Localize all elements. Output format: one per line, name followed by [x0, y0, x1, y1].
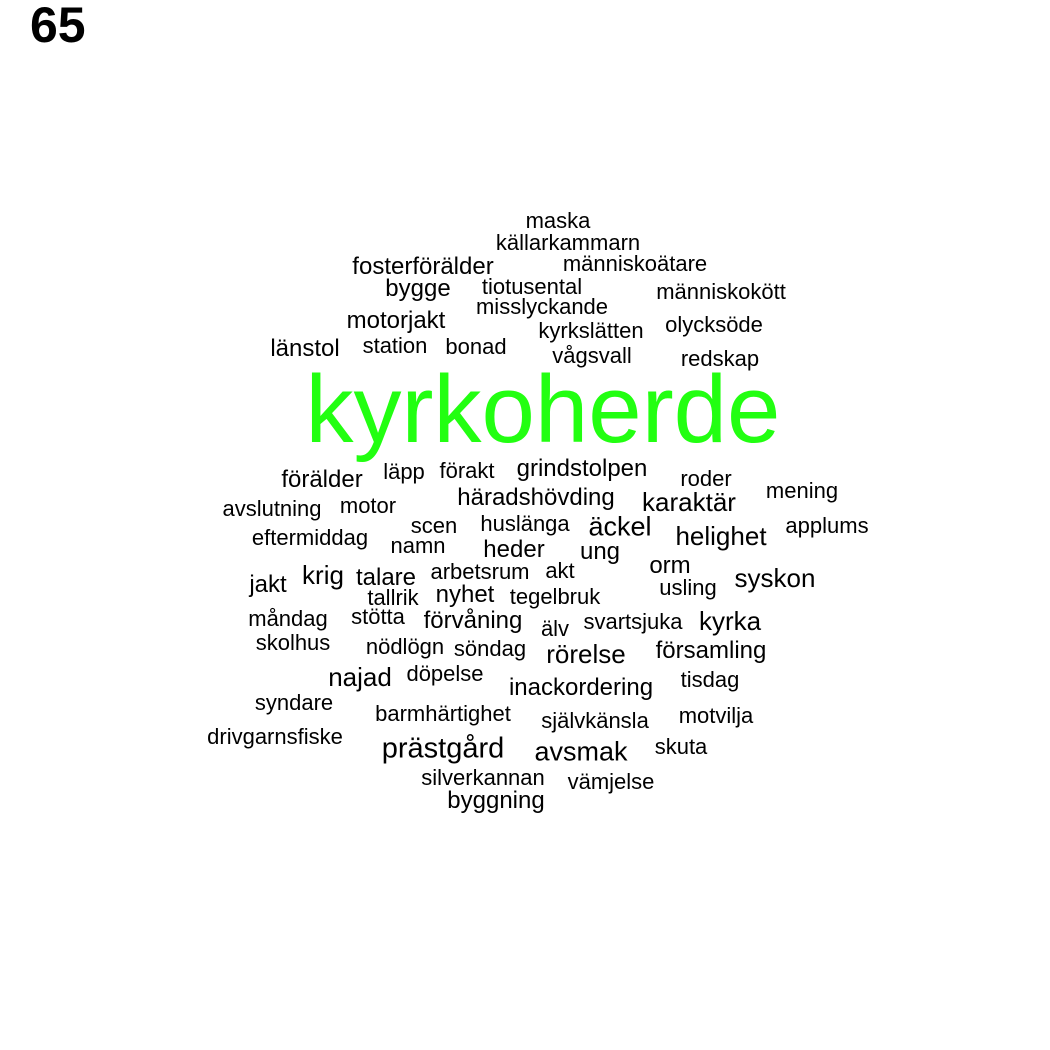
- cloud-word: usling: [659, 575, 717, 600]
- cloud-word: heder: [483, 536, 545, 563]
- cloud-word: människokött: [656, 279, 786, 304]
- cloud-word: döpelse: [406, 661, 484, 686]
- cloud-word: förvåning: [423, 607, 523, 634]
- cloud-word: talare: [355, 564, 417, 591]
- cloud-word: olycksöde: [665, 312, 763, 337]
- cloud-word: häradshövding: [457, 484, 615, 511]
- cloud-word: prästgård: [381, 732, 505, 765]
- cloud-word: stötta: [351, 604, 405, 629]
- cloud-word: huslänga: [480, 511, 570, 536]
- cloud-word: vämjelse: [567, 769, 655, 794]
- cloud-word: helighet: [675, 521, 767, 551]
- cloud-word: scen: [410, 513, 458, 538]
- cloud-word: grindstolpen: [516, 455, 648, 482]
- cloud-word: akt: [545, 558, 575, 583]
- cloud-word: tiotusental: [481, 274, 583, 299]
- cloud-word: barmhärtighet: [375, 701, 511, 726]
- cloud-word: ung: [579, 538, 621, 565]
- cloud-word: motor: [339, 493, 397, 518]
- cloud-word: länstol: [270, 335, 340, 362]
- cloud-word: roder: [680, 466, 732, 491]
- cloud-word: skuta: [654, 734, 708, 759]
- cloud-word: avslutning: [222, 496, 322, 521]
- cloud-word: syndare: [254, 690, 334, 715]
- cloud-word: karaktär: [642, 487, 736, 517]
- cloud-word: rörelse: [546, 639, 626, 669]
- cloud-word: redskap: [680, 346, 760, 371]
- cloud-word: bonad: [445, 334, 507, 359]
- page-number: 65: [30, 0, 86, 53]
- cloud-word: jakt: [249, 571, 287, 598]
- cloud-word: tallrik: [367, 585, 419, 610]
- cloud-word: namn: [390, 533, 446, 558]
- cloud-word: älv: [540, 616, 570, 641]
- cloud-word: källarkammarn: [495, 230, 641, 255]
- cloud-word: fosterförälder: [352, 253, 494, 280]
- cloud-word: kyrka: [698, 606, 762, 636]
- cloud-word: söndag: [453, 636, 527, 661]
- cloud-word: syskon: [734, 563, 816, 593]
- cloud-word: orm: [649, 552, 691, 579]
- cloud-word: förakt: [439, 458, 495, 483]
- cloud-word: läpp: [383, 459, 425, 484]
- cloud-word: måndag: [248, 606, 328, 631]
- cloud-word: maska: [525, 208, 591, 233]
- cloud-word: skolhus: [255, 630, 331, 655]
- cloud-word: misslyckande: [475, 294, 609, 319]
- cloud-word: nödlögn: [365, 634, 445, 659]
- cloud-word: inackordering: [508, 674, 654, 701]
- cloud-word: svartsjuka: [583, 609, 683, 634]
- cloud-word: krig: [302, 560, 344, 590]
- cloud-word: vågsvall: [552, 343, 632, 368]
- cloud-word: station: [362, 333, 428, 358]
- cloud-word: människoätare: [562, 251, 708, 276]
- cloud-word: motorjakt: [346, 307, 446, 334]
- cloud-word: förälder: [281, 466, 363, 493]
- cloud-word: församling: [655, 637, 767, 664]
- cloud-word: tisdag: [680, 667, 740, 692]
- cloud-word: byggning: [447, 787, 545, 814]
- cloud-word: motvilja: [678, 703, 754, 728]
- cloud-word: drivgarnsfiske: [207, 724, 343, 749]
- cloud-word: silverkannan: [421, 765, 545, 790]
- cloud-word: nyhet: [435, 581, 495, 608]
- cloud-word: äckel: [588, 511, 652, 542]
- cloud-word: arbetsrum: [430, 559, 530, 584]
- cloud-word: najad: [328, 662, 392, 692]
- cloud-word: bygge: [385, 275, 451, 302]
- cloud-word: självkänsla: [541, 708, 649, 733]
- cloud-word-highlight: kyrkoherde: [305, 356, 781, 463]
- cloud-word: avsmak: [534, 736, 628, 767]
- cloud-word: tegelbruk: [509, 584, 601, 609]
- cloud-word: applums: [785, 513, 869, 538]
- cloud-word: kyrkslätten: [538, 318, 644, 343]
- cloud-word: eftermiddag: [251, 525, 369, 550]
- cloud-word: mening: [765, 478, 839, 503]
